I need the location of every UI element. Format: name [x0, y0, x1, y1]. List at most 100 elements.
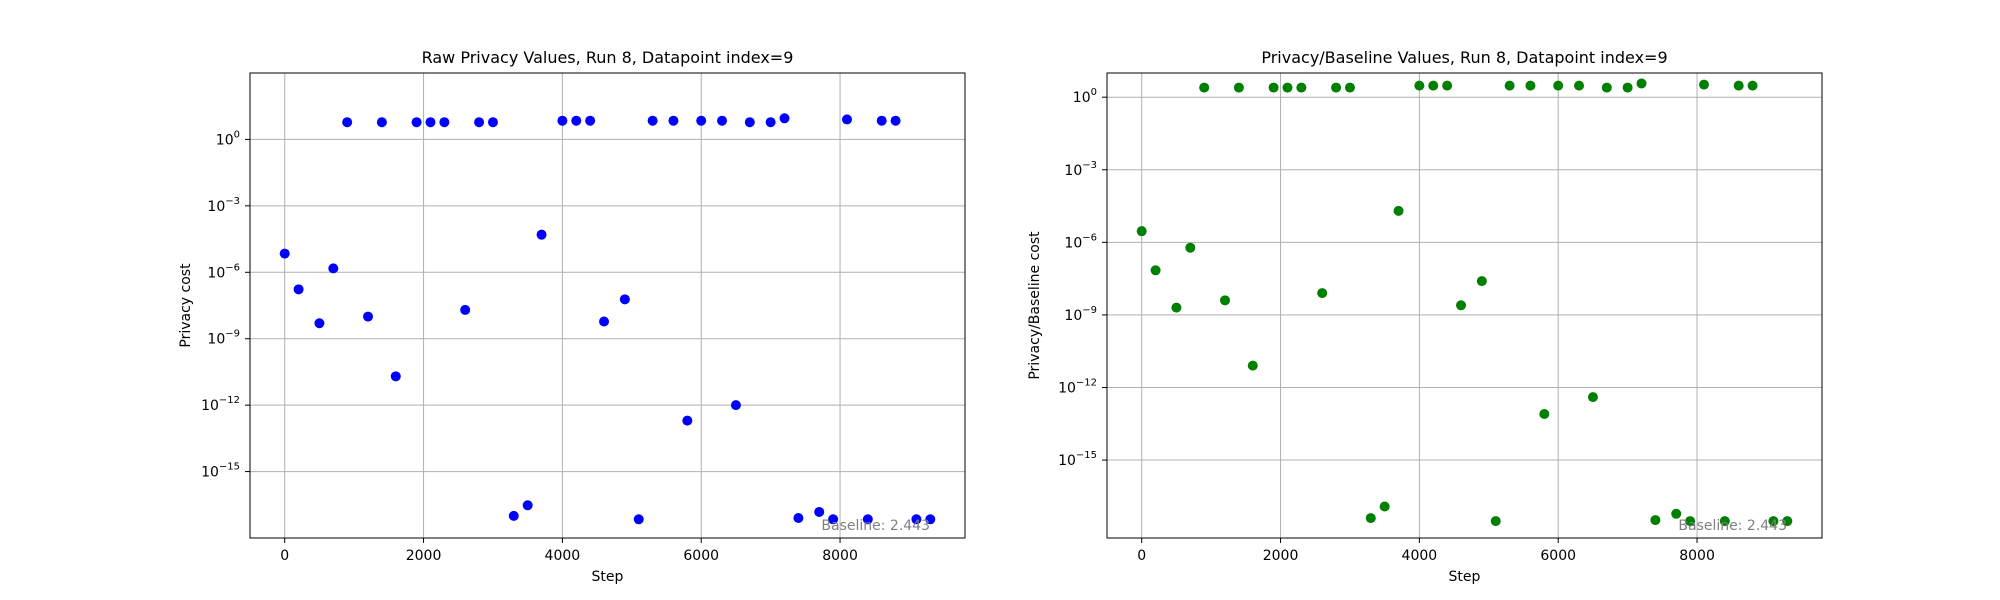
- data-point: [439, 117, 450, 128]
- data-point: [1574, 80, 1585, 91]
- data-point: [1747, 80, 1758, 91]
- data-points: [279, 113, 936, 525]
- x-tick-label: 0: [1137, 548, 1146, 564]
- x-tick-label: 2000: [406, 548, 442, 564]
- data-point: [328, 263, 339, 274]
- data-point: [599, 316, 610, 327]
- x-tick-label: 8000: [1679, 548, 1715, 564]
- x-axis-label: Step: [1449, 569, 1481, 585]
- data-point: [1136, 226, 1147, 237]
- x-tick-label: 2000: [1263, 548, 1299, 564]
- data-point: [1782, 516, 1793, 527]
- data-point: [1282, 82, 1293, 93]
- data-point: [619, 294, 630, 305]
- data-point: [1247, 360, 1258, 371]
- data-point: [814, 506, 825, 517]
- data-point: [390, 371, 401, 382]
- data-point: [1733, 80, 1744, 91]
- data-point: [841, 114, 852, 125]
- data-point: [508, 510, 519, 521]
- data-point: [1317, 288, 1328, 299]
- data-point: [279, 248, 290, 259]
- data-point: [571, 115, 582, 126]
- x-tick-label: 0: [280, 548, 289, 564]
- data-point: [862, 514, 873, 525]
- data-point: [1296, 82, 1307, 93]
- data-point: [911, 514, 922, 525]
- data-point: [411, 117, 422, 128]
- data-point: [557, 115, 568, 126]
- data-point: [1539, 409, 1550, 420]
- data-point: [1220, 295, 1231, 306]
- data-point: [1185, 242, 1196, 253]
- data-point: [1685, 516, 1696, 527]
- data-point: [460, 304, 471, 315]
- y-tick-label: 10−15: [201, 462, 240, 481]
- y-tick-label: 100: [1073, 87, 1097, 106]
- data-point: [1268, 82, 1279, 93]
- data-point: [1344, 82, 1355, 93]
- data-point: [1719, 516, 1730, 527]
- y-tick-label: 10−3: [1064, 160, 1097, 179]
- data-point: [1150, 265, 1161, 276]
- data-points: [1136, 78, 1793, 527]
- y-tick-label: 10−15: [1058, 450, 1097, 469]
- data-point: [744, 117, 755, 128]
- data-point: [1525, 80, 1536, 91]
- data-point: [682, 415, 693, 426]
- y-tick-label: 10−6: [207, 262, 240, 281]
- data-point: [1698, 79, 1709, 90]
- data-point: [876, 115, 887, 126]
- data-point: [425, 117, 436, 128]
- data-point: [1671, 508, 1682, 519]
- y-tick-label: 100: [216, 129, 240, 148]
- y-tick-label: 10−9: [207, 329, 240, 348]
- data-point: [1636, 78, 1647, 89]
- x-tick-label: 6000: [683, 548, 719, 564]
- data-point: [1456, 300, 1467, 311]
- x-tick-label: 4000: [1402, 548, 1438, 564]
- chart-2: 0 2000 4000 6000 8000 10−15 10−12 10−9 10−6 10−3 1…: [1027, 48, 1823, 585]
- axes-frame: [249, 72, 966, 539]
- data-point: [1490, 516, 1501, 527]
- chart-title: Raw Privacy Values, Run 8, Datapoint ind…: [422, 48, 794, 67]
- data-point: [1379, 501, 1390, 512]
- data-point: [1428, 80, 1439, 91]
- data-point: [474, 117, 485, 128]
- data-point: [293, 284, 304, 295]
- data-point: [314, 318, 325, 329]
- x-tick-label: 4000: [545, 548, 581, 564]
- data-point: [730, 400, 741, 411]
- data-point: [1331, 82, 1342, 93]
- data-point: [1622, 82, 1633, 93]
- data-point: [925, 514, 936, 525]
- data-point: [1768, 516, 1779, 527]
- y-tick-label: 10−3: [207, 196, 240, 215]
- axes-frame: [1106, 72, 1823, 539]
- data-point: [779, 113, 790, 124]
- data-point: [1601, 82, 1612, 93]
- data-point: [376, 117, 387, 128]
- data-point: [1442, 80, 1453, 91]
- data-point: [522, 500, 533, 511]
- data-point: [647, 115, 658, 126]
- data-point: [828, 514, 839, 525]
- data-point: [536, 229, 547, 240]
- data-point: [793, 513, 804, 524]
- baseline-annotation: Baseline: 2.443: [821, 518, 930, 534]
- data-point: [1414, 80, 1425, 91]
- data-point: [1553, 80, 1564, 91]
- y-tick-label: 10−9: [1064, 305, 1097, 324]
- y-tick-label: 10−12: [201, 395, 240, 414]
- data-point: [1504, 80, 1515, 91]
- data-point: [668, 115, 679, 126]
- data-point: [1476, 276, 1487, 287]
- data-point: [1233, 82, 1244, 93]
- data-point: [890, 115, 901, 126]
- data-point: [585, 115, 596, 126]
- x-tick-label: 8000: [822, 548, 858, 564]
- chart-1: 0 2000 4000 6000 8000 10−15 10−12 10−9 10−6 10−3 1…: [178, 48, 966, 585]
- data-point: [1650, 515, 1661, 526]
- data-point: [1365, 513, 1376, 524]
- data-point: [633, 514, 644, 525]
